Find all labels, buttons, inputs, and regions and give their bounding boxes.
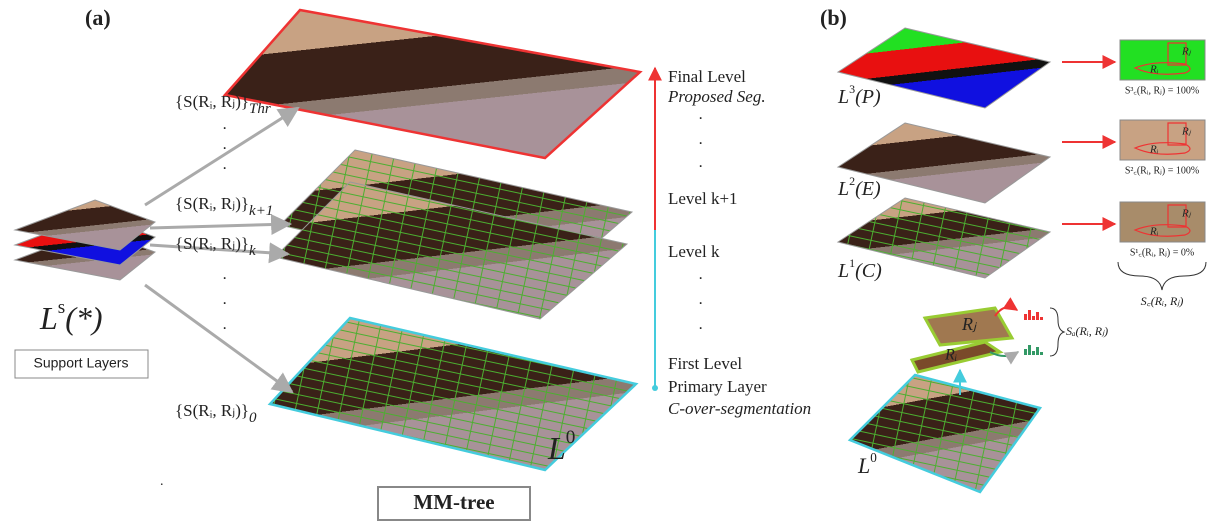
level-origin	[652, 385, 658, 391]
level-label: Primary Layer	[668, 377, 767, 396]
region-j: Rⱼ	[961, 314, 978, 334]
histogram-bar	[1024, 349, 1027, 355]
consistency-label: S꜀(Rᵢ, Rⱼ)	[1141, 294, 1184, 308]
panel-label: (a)	[85, 5, 111, 30]
level-label: C-over-segmentation	[668, 399, 811, 418]
dot: ·	[698, 321, 703, 338]
threshold-sub: k+1	[249, 203, 273, 219]
support-caption: Support Layers	[34, 355, 129, 371]
layer-symbol: L0	[857, 450, 877, 478]
histogram-bar	[1036, 347, 1039, 355]
dot: ·	[222, 161, 227, 178]
dot: ·	[222, 271, 227, 288]
score: S¹꜀(Rᵢ, Rⱼ) = 0%	[1130, 247, 1194, 258]
layer-symbol: Ls(*)	[39, 298, 103, 337]
threshold-sub: 0	[249, 410, 257, 426]
level-label: First Level	[668, 354, 742, 373]
dot: .	[160, 474, 164, 489]
dot: ·	[698, 296, 703, 313]
superscript: 0	[870, 450, 877, 465]
region-i: Rᵢ	[944, 347, 957, 364]
layer-symbol: L3(P)	[837, 82, 881, 108]
histogram-bar	[1036, 312, 1039, 320]
layer-segments	[850, 375, 1040, 492]
layer-symbol: L1(C)	[837, 256, 882, 282]
arrow	[145, 285, 292, 392]
threshold-base: {S(Rᵢ, Rⱼ)}	[175, 194, 249, 213]
symbol: L	[547, 430, 566, 466]
layer-symbol: L2(E)	[837, 174, 881, 200]
dot: ·	[698, 271, 703, 288]
symbol: L	[837, 260, 849, 282]
histogram-bar	[1032, 351, 1035, 355]
superscript: s	[58, 298, 65, 319]
dot: ·	[222, 321, 227, 338]
threshold-label: {S(Rᵢ, Rⱼ)}0	[175, 401, 257, 427]
tree-caption: MM-tree	[413, 490, 494, 514]
histogram-bar	[1032, 316, 1035, 320]
region-i: Rᵢ	[1149, 226, 1159, 238]
threshold-base: {S(Rᵢ, Rⱼ)}	[175, 401, 249, 420]
score: S²꜀(Rᵢ, Rⱼ) = 100%	[1125, 165, 1199, 176]
histogram-bar	[1028, 345, 1031, 355]
symbol: L	[39, 300, 58, 336]
region-j: Rⱼ	[1181, 208, 1192, 220]
symbol: L	[837, 86, 849, 108]
histogram-bar	[1040, 352, 1043, 355]
level-label: Level k	[668, 242, 720, 261]
brace	[1050, 308, 1064, 356]
histogram-bar	[1024, 314, 1027, 320]
region-i: Rᵢ	[1149, 64, 1159, 76]
layer-symbol: L0	[547, 428, 575, 467]
region-j: Rⱼ	[1181, 126, 1192, 138]
region-i: Rᵢ	[1149, 144, 1159, 156]
threshold-sub: k	[249, 243, 256, 259]
appearance-label: Sₐ(Rᵢ, Rⱼ)	[1066, 324, 1108, 338]
threshold-base: {S(Rᵢ, Rⱼ)}	[175, 234, 249, 253]
superscript: 0	[566, 428, 576, 449]
dot: ·	[698, 111, 703, 128]
level-label: Proposed Seg.	[667, 87, 766, 106]
dot: ·	[222, 141, 227, 158]
threshold-label: {S(Rᵢ, Rⱼ)}k	[175, 234, 256, 260]
argument: (*)	[65, 300, 102, 336]
panel-label: (b)	[820, 5, 847, 30]
histogram-bar	[1040, 317, 1043, 320]
argument: (C)	[855, 260, 882, 282]
dot: ·	[222, 296, 227, 313]
argument: (E)	[855, 178, 881, 200]
brace	[1118, 262, 1206, 290]
level-label: Level k+1	[668, 189, 738, 208]
dot: ·	[698, 136, 703, 153]
arrow	[150, 224, 290, 228]
symbol: L	[837, 178, 849, 200]
layers	[15, 10, 1050, 492]
threshold-label: {S(Rᵢ, Rⱼ)}k+1	[175, 194, 273, 220]
dot: ·	[222, 121, 227, 138]
argument: (P)	[855, 86, 881, 108]
histogram-bar	[1028, 310, 1031, 320]
dot: ·	[698, 159, 703, 176]
diagram: (a) (b) Support Layers MM-tree {S(Rᵢ, Rⱼ…	[0, 0, 1221, 525]
threshold-sub: Thr	[249, 101, 271, 117]
score: S³꜀(Rᵢ, Rⱼ) = 100%	[1125, 85, 1199, 96]
region-j: Rⱼ	[1181, 46, 1192, 58]
symbol: L	[857, 453, 870, 478]
level-label: Final Level	[668, 67, 746, 86]
threshold-base: {S(Rᵢ, Rⱼ)}	[175, 92, 249, 111]
